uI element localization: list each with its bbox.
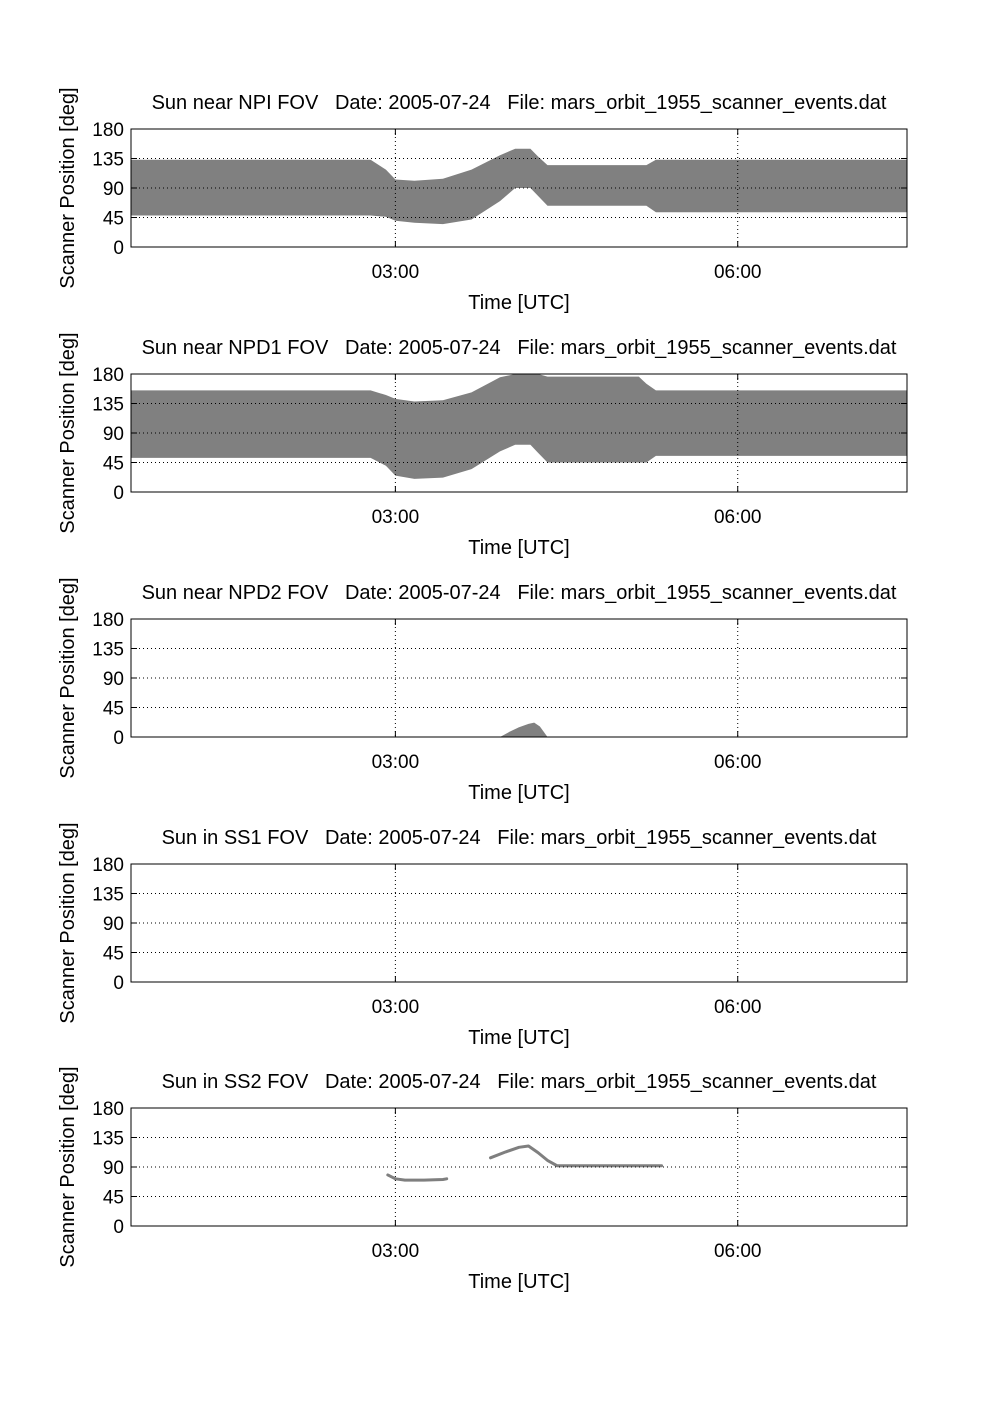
y-tick-label: 180 (92, 120, 124, 141)
x-tick-label: 03:00 (372, 262, 420, 283)
y-tick-label: 0 (113, 728, 124, 749)
y-axis-label: Scanner Position [deg] (57, 822, 79, 1023)
subplot-title: Sun near NPD2 FOV Date: 2005-07-24 File:… (142, 582, 897, 604)
x-tick-label: 06:00 (714, 1241, 762, 1262)
y-tick-label: 135 (92, 640, 124, 661)
y-tick-label: 180 (92, 610, 124, 631)
data-series-line-1 (386, 1173, 449, 1182)
y-tick-label: 45 (103, 699, 124, 720)
data-band-area (500, 722, 548, 737)
subplot-4: 03:00 06:00 0 45 90 135 180 Sun in SS1 FOV Date… (57, 822, 908, 1049)
y-tick-label: 90 (103, 179, 124, 200)
data-band-area (131, 374, 907, 479)
x-tick-label: 03:00 (372, 997, 420, 1018)
x-tick-label: 03:00 (372, 507, 420, 528)
y-axis-label: Scanner Position [deg] (57, 87, 79, 288)
y-tick-label: 90 (103, 914, 124, 935)
y-tick-label: 0 (113, 238, 124, 259)
x-tick-label: 06:00 (714, 752, 762, 773)
y-tick-label: 135 (92, 395, 124, 416)
y-tick-label: 90 (103, 424, 124, 445)
y-tick-label: 0 (113, 483, 124, 504)
y-tick-label: 180 (92, 1099, 124, 1120)
y-tick-label: 0 (113, 973, 124, 994)
x-tick-label: 03:00 (372, 1241, 420, 1262)
y-tick-label: 0 (113, 1217, 124, 1238)
subplot-1: 03:00 06:00 0 45 90 135 180 Sun near NPI FOV Da… (57, 87, 908, 314)
subplot-title: Sun near NPI FOV Date: 2005-07-24 File: … (152, 92, 887, 114)
data-band-area (131, 148, 907, 225)
x-tick-label: 06:00 (714, 507, 762, 528)
subplot-title: Sun near NPD1 FOV Date: 2005-07-24 File:… (142, 337, 897, 359)
x-axis-label: Time [UTC] (468, 537, 569, 559)
y-tick-label: 180 (92, 365, 124, 386)
y-tick-label: 45 (103, 454, 124, 475)
y-tick-label: 135 (92, 150, 124, 171)
y-tick-label: 90 (103, 1158, 124, 1179)
x-axis-label: Time [UTC] (468, 1027, 569, 1049)
y-tick-label: 135 (92, 885, 124, 906)
x-axis-label: Time [UTC] (468, 1271, 569, 1293)
subplot-title: Sun in SS2 FOV Date: 2005-07-24 File: ma… (162, 1071, 877, 1093)
subplot-2: 03:00 06:00 0 45 90 135 180 Sun near NPD1 FOV D… (57, 332, 908, 559)
y-tick-label: 45 (103, 1188, 124, 1209)
y-axis-label: Scanner Position [deg] (57, 577, 79, 778)
subplot-3: 03:00 06:00 0 45 90 135 180 Sun near NPD2 FOV D… (57, 577, 908, 804)
y-tick-label: 45 (103, 944, 124, 965)
x-tick-label: 06:00 (714, 262, 762, 283)
y-axis-label: Scanner Position [deg] (57, 332, 79, 533)
y-tick-label: 180 (92, 855, 124, 876)
x-tick-label: 06:00 (714, 997, 762, 1018)
y-tick-label: 135 (92, 1129, 124, 1150)
x-axis-label: Time [UTC] (468, 292, 569, 314)
y-axis-label: Scanner Position [deg] (57, 1066, 79, 1267)
y-tick-label: 45 (103, 209, 124, 230)
x-tick-label: 03:00 (372, 752, 420, 773)
subplot-title: Sun in SS1 FOV Date: 2005-07-24 File: ma… (162, 827, 877, 849)
subplot-5: 03:00 06:00 0 45 90 135 180 Sun in SS2 FOV Date… (57, 1066, 908, 1293)
data-series-line-2 (489, 1144, 664, 1168)
y-tick-label: 90 (103, 669, 124, 690)
x-axis-label: Time [UTC] (468, 782, 569, 804)
